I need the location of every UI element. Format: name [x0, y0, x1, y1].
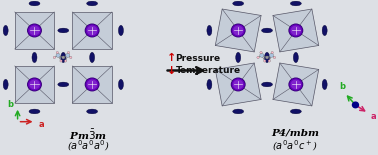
Circle shape: [288, 78, 303, 91]
Ellipse shape: [236, 52, 241, 63]
Circle shape: [231, 78, 246, 91]
Ellipse shape: [293, 52, 298, 63]
Ellipse shape: [3, 79, 8, 90]
Text: a: a: [39, 120, 44, 129]
Circle shape: [27, 78, 42, 91]
Text: ↓: ↓: [167, 66, 176, 75]
Ellipse shape: [3, 25, 8, 36]
Circle shape: [231, 24, 246, 38]
Polygon shape: [215, 63, 261, 106]
Ellipse shape: [290, 1, 301, 6]
Circle shape: [257, 56, 259, 59]
Circle shape: [288, 24, 303, 38]
Circle shape: [260, 53, 264, 57]
Circle shape: [270, 53, 274, 57]
Circle shape: [62, 56, 65, 59]
Text: ($a^0a^0a^0$): ($a^0a^0a^0$): [67, 138, 109, 153]
Ellipse shape: [58, 82, 69, 87]
Circle shape: [271, 51, 273, 54]
Circle shape: [291, 26, 301, 35]
Text: b: b: [8, 100, 14, 109]
Ellipse shape: [87, 109, 98, 114]
Ellipse shape: [61, 52, 66, 63]
Circle shape: [70, 56, 72, 59]
Circle shape: [85, 78, 99, 91]
Ellipse shape: [262, 82, 273, 87]
Polygon shape: [15, 66, 54, 103]
Ellipse shape: [58, 28, 69, 33]
Circle shape: [268, 60, 270, 62]
Circle shape: [232, 78, 245, 91]
Circle shape: [265, 56, 269, 59]
Ellipse shape: [90, 52, 94, 63]
Circle shape: [85, 24, 99, 38]
Ellipse shape: [207, 79, 212, 90]
Circle shape: [29, 26, 40, 35]
Polygon shape: [72, 66, 112, 103]
Ellipse shape: [87, 1, 98, 6]
Circle shape: [233, 26, 243, 35]
Text: Pm$\bar{3}$m: Pm$\bar{3}$m: [69, 128, 107, 142]
Ellipse shape: [262, 28, 273, 33]
Text: ↑: ↑: [167, 53, 176, 63]
Text: Temperature: Temperature: [176, 66, 241, 75]
Text: b: b: [339, 82, 345, 91]
Circle shape: [263, 60, 266, 62]
Text: a: a: [370, 112, 376, 121]
Circle shape: [66, 53, 70, 57]
Ellipse shape: [118, 25, 124, 36]
Circle shape: [289, 24, 302, 37]
Circle shape: [56, 53, 60, 57]
Circle shape: [289, 78, 302, 91]
Circle shape: [60, 60, 62, 62]
Ellipse shape: [29, 109, 40, 114]
Circle shape: [260, 51, 262, 54]
Circle shape: [67, 51, 70, 54]
Ellipse shape: [233, 1, 244, 6]
Ellipse shape: [233, 109, 244, 114]
Ellipse shape: [322, 25, 327, 36]
Circle shape: [87, 26, 98, 35]
Circle shape: [232, 24, 245, 37]
Polygon shape: [72, 12, 112, 49]
Circle shape: [273, 56, 276, 59]
Ellipse shape: [118, 79, 124, 90]
Ellipse shape: [207, 25, 212, 36]
Text: Pressure: Pressure: [176, 54, 221, 63]
Text: P4/mbm: P4/mbm: [271, 128, 319, 137]
Circle shape: [29, 80, 40, 89]
Polygon shape: [273, 9, 319, 52]
Text: ($a^0a^0c^+$): ($a^0a^0c^+$): [272, 138, 318, 153]
Circle shape: [53, 56, 56, 59]
Ellipse shape: [32, 52, 37, 63]
Circle shape: [87, 80, 98, 89]
Circle shape: [85, 24, 99, 37]
Circle shape: [28, 78, 41, 91]
Circle shape: [352, 102, 358, 108]
Polygon shape: [273, 63, 319, 106]
Ellipse shape: [29, 1, 40, 6]
Circle shape: [28, 24, 41, 37]
Ellipse shape: [265, 52, 270, 63]
Circle shape: [27, 24, 42, 38]
Circle shape: [233, 80, 243, 89]
Circle shape: [85, 78, 99, 91]
Circle shape: [56, 51, 59, 54]
Ellipse shape: [322, 79, 327, 90]
Circle shape: [291, 80, 301, 89]
Polygon shape: [15, 12, 54, 49]
Ellipse shape: [290, 109, 301, 114]
Polygon shape: [215, 9, 261, 52]
Circle shape: [64, 60, 67, 62]
